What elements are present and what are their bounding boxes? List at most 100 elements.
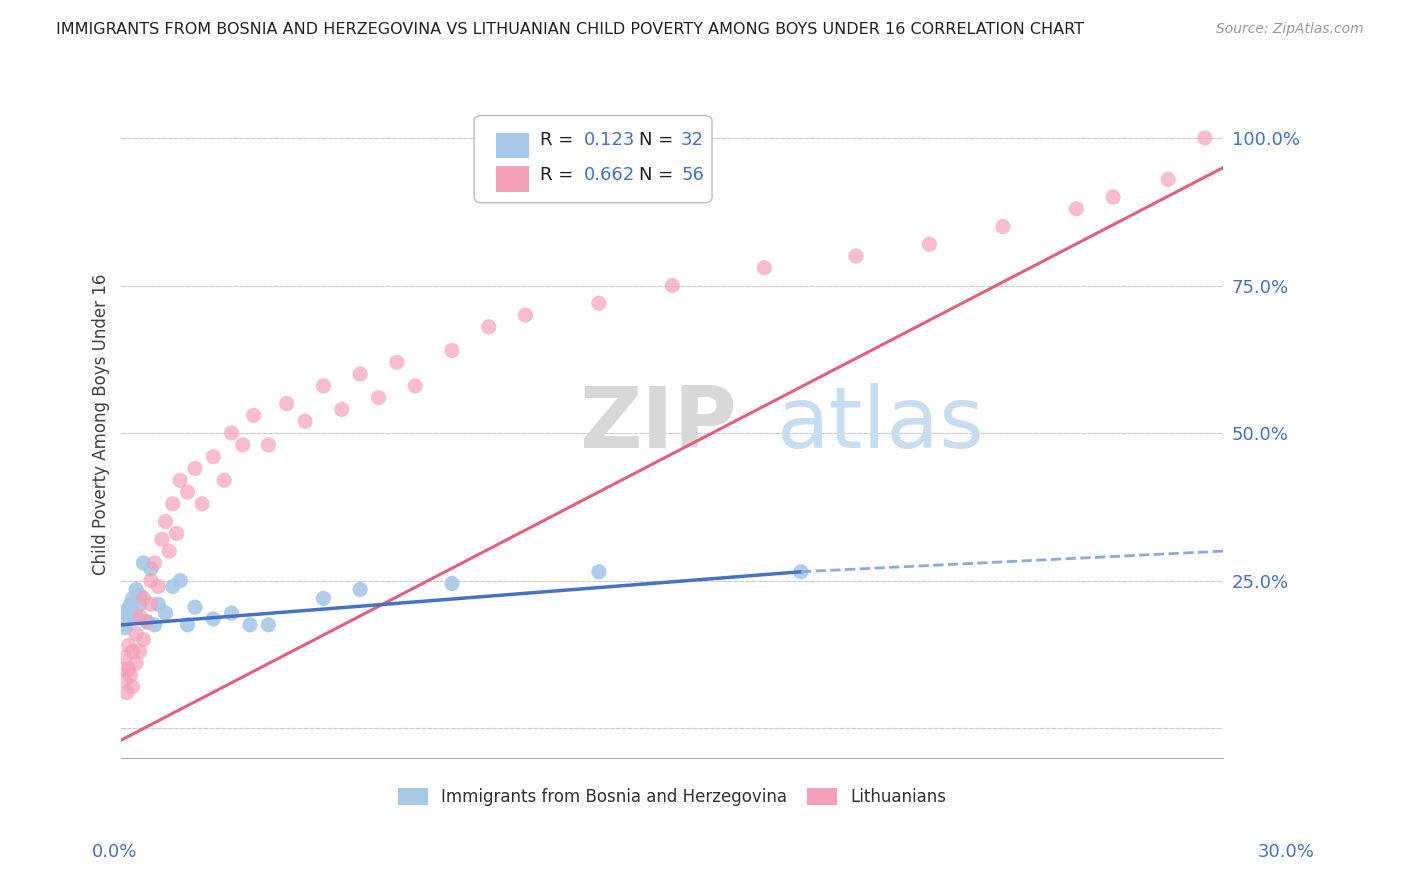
Point (1157, 172, 1180, 186)
Point (143, 556, 166, 570)
Point (128, 588, 150, 602)
Point (312, 591, 335, 606)
Point (114, 621, 136, 635)
Point (118, 612, 141, 626)
Point (128, 597, 150, 611)
Text: 56: 56 (681, 166, 704, 184)
Point (790, 565, 813, 579)
Point (125, 582, 148, 597)
Point (176, 485, 198, 500)
Point (121, 591, 143, 606)
Text: 0.123: 0.123 (585, 131, 636, 150)
Point (146, 597, 169, 611)
Point (146, 580, 169, 594)
Y-axis label: Child Poverty Among Boys Under 16: Child Poverty Among Boys Under 16 (93, 274, 110, 575)
Point (115, 686, 138, 700)
Bar (496, 166, 529, 192)
Point (136, 615, 159, 629)
Point (440, 576, 463, 591)
Point (845, 249, 868, 263)
Point (184, 600, 207, 615)
Point (588, 296, 610, 310)
Point (166, 526, 188, 541)
Point (112, 618, 135, 632)
Point (1066, 202, 1088, 216)
Point (169, 574, 191, 588)
Point (139, 574, 162, 588)
Point (221, 606, 243, 620)
Text: N =: N = (640, 131, 679, 150)
Point (121, 680, 143, 694)
Point (120, 668, 142, 682)
Point (125, 626, 148, 640)
Point (232, 438, 254, 452)
Text: 30.0%: 30.0% (1258, 843, 1315, 861)
Point (139, 562, 162, 576)
Text: N =: N = (640, 166, 679, 184)
Point (114, 650, 136, 665)
Text: ZIP: ZIP (579, 383, 737, 466)
Point (121, 644, 143, 658)
Point (221, 426, 243, 441)
Point (312, 379, 335, 393)
Point (132, 632, 155, 647)
Point (115, 603, 138, 617)
Legend: Immigrants from Bosnia and Herzegovina, Lithuanians: Immigrants from Bosnia and Herzegovina, … (391, 781, 953, 813)
Point (294, 414, 316, 428)
Text: 32: 32 (681, 131, 704, 150)
Point (404, 379, 426, 393)
Point (155, 606, 177, 620)
Point (136, 615, 159, 629)
Point (330, 402, 353, 417)
Point (162, 580, 184, 594)
Point (157, 544, 180, 558)
Point (128, 644, 150, 658)
Point (588, 565, 610, 579)
Point (120, 597, 142, 611)
Point (162, 497, 184, 511)
Text: IMMIGRANTS FROM BOSNIA AND HERZEGOVINA VS LITHUANIAN CHILD POVERTY AMONG BOYS UN: IMMIGRANTS FROM BOSNIA AND HERZEGOVINA V… (56, 22, 1084, 37)
Point (139, 597, 162, 611)
Point (125, 657, 148, 671)
Point (184, 461, 207, 475)
Text: R =: R = (540, 131, 579, 150)
Text: Source: ZipAtlas.com: Source: ZipAtlas.com (1216, 22, 1364, 37)
Point (143, 618, 166, 632)
Bar (496, 133, 529, 158)
Point (515, 308, 537, 322)
Point (118, 606, 141, 620)
Point (991, 219, 1014, 234)
Point (121, 603, 143, 617)
Point (191, 497, 214, 511)
Text: atlas: atlas (778, 383, 986, 466)
Point (132, 591, 155, 606)
Point (242, 409, 264, 423)
Point (367, 391, 389, 405)
Point (169, 473, 191, 487)
Point (239, 618, 262, 632)
Point (118, 639, 141, 653)
Point (112, 662, 135, 676)
Point (276, 396, 298, 410)
Point (385, 355, 408, 369)
Point (150, 533, 173, 547)
Point (125, 609, 148, 624)
Point (114, 673, 136, 688)
Point (202, 612, 225, 626)
Point (754, 260, 776, 275)
Point (214, 473, 236, 487)
Point (918, 237, 941, 252)
Point (132, 556, 155, 570)
Point (440, 343, 463, 358)
Text: 0.0%: 0.0% (91, 843, 136, 861)
Text: R =: R = (540, 166, 579, 184)
Point (661, 278, 683, 293)
Point (128, 609, 150, 624)
Point (349, 367, 371, 381)
Point (155, 515, 177, 529)
Point (202, 450, 225, 464)
Point (1102, 190, 1125, 204)
Point (478, 319, 501, 334)
Point (1194, 131, 1216, 145)
Text: 0.662: 0.662 (585, 166, 636, 184)
